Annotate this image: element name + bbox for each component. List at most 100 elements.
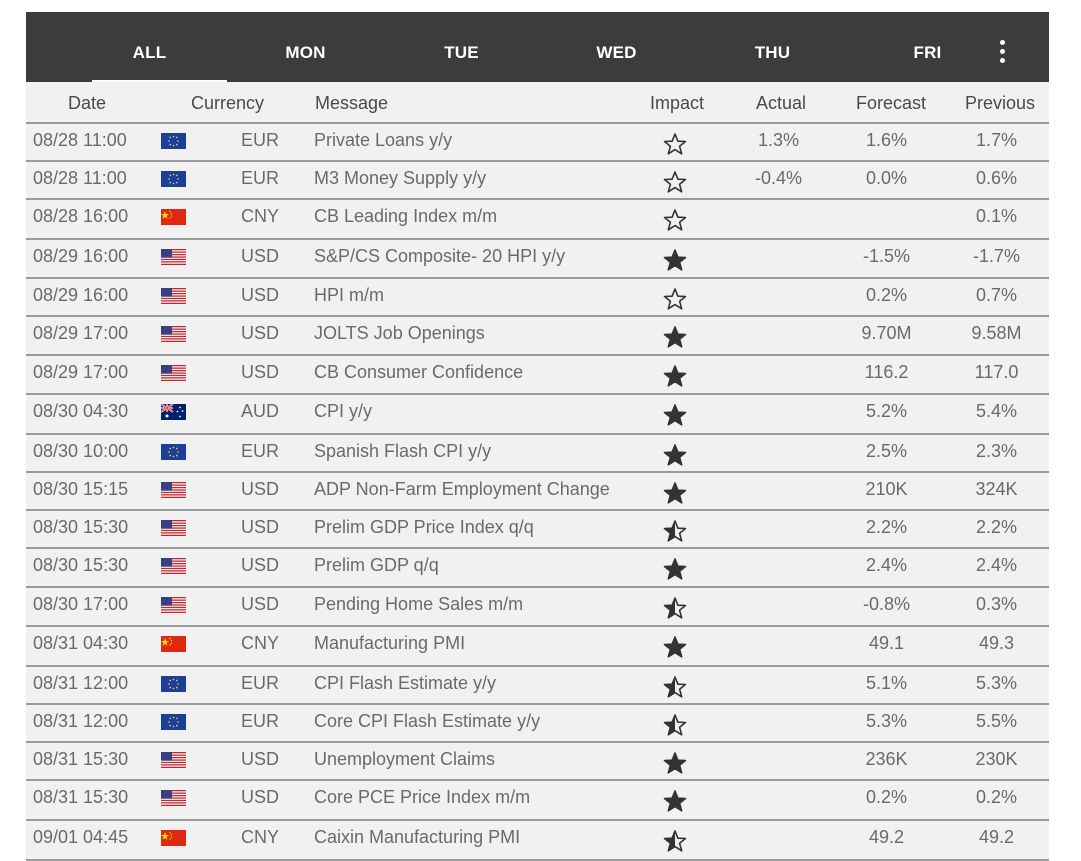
cn-flag-icon [161, 636, 186, 652]
event-row[interactable]: 08/31 12:00 EUR Core CPI Flash Estimate y/… [26, 705, 1049, 743]
eu-flag-icon [161, 171, 186, 187]
tab-mon[interactable]: MON [285, 43, 326, 62]
us-flag-icon [161, 790, 186, 806]
event-previous: 230K [975, 749, 1018, 769]
event-message: Caixin Manufacturing PMI [314, 827, 521, 847]
impact-low-star-icon [662, 208, 688, 234]
impact-high-star-icon [662, 481, 688, 507]
event-row[interactable]: 08/30 15:30 USD Prelim GDP q/q 2.4% 2.4% [26, 549, 1049, 588]
tab-thu[interactable]: THU [754, 43, 791, 62]
impact-high-star-icon [662, 751, 688, 777]
eu-flag-icon [161, 133, 186, 149]
event-row[interactable]: 08/30 04:30 AUD CPI y/y 5.2% 5.4% [26, 395, 1049, 435]
event-row[interactable]: 08/31 15:30 USD Unemployment Claims 236K 230… [26, 743, 1049, 781]
event-date: 08/31 12:00 [33, 673, 129, 693]
impact-medium-star-icon [662, 596, 688, 622]
event-date: 08/30 15:15 [33, 479, 129, 499]
header-date[interactable]: Date [68, 93, 107, 113]
event-date: 08/31 04:30 [33, 633, 129, 653]
event-currency: USD [240, 285, 279, 305]
event-message: CB Leading Index m/m [314, 206, 498, 226]
eu-flag-icon [161, 444, 186, 460]
event-forecast: 2.4% [865, 555, 908, 575]
tab-wed[interactable]: WED [596, 43, 637, 62]
header-currency[interactable]: Currency [191, 93, 265, 113]
cn-flag-icon [161, 830, 186, 846]
event-currency: USD [240, 479, 279, 499]
event-previous: 0.3% [975, 594, 1018, 614]
event-previous: 0.2% [975, 787, 1018, 807]
impact-high-star-icon [662, 789, 688, 815]
event-message: Unemployment Claims [314, 749, 496, 769]
event-currency: EUR [240, 130, 279, 150]
event-row[interactable]: 08/28 16:00 CNY CB Leading Index m/m 0.1% [26, 200, 1049, 240]
event-row[interactable]: 08/29 17:00 USD CB Consumer Confidence 116.… [26, 356, 1049, 395]
event-currency: EUR [240, 441, 279, 461]
header-previous[interactable]: Previous [965, 93, 1036, 113]
event-currency: CNY [240, 633, 279, 653]
event-message: Prelim GDP Price Index q/q [314, 517, 534, 537]
event-previous: 0.7% [975, 285, 1018, 305]
tab-tue[interactable]: TUE [444, 43, 479, 62]
event-message: CB Consumer Confidence [314, 362, 524, 382]
event-date: 08/29 16:00 [33, 285, 129, 305]
header-forecast[interactable]: Forecast [856, 93, 927, 113]
event-message: CPI Flash Estimate y/y [314, 673, 497, 693]
au-flag-icon [161, 404, 186, 420]
event-currency: USD [240, 517, 279, 537]
event-currency: CNY [240, 827, 279, 847]
event-currency: USD [240, 323, 279, 343]
event-forecast: 9.70M [861, 323, 912, 343]
event-previous: 2.2% [975, 517, 1018, 537]
impact-medium-star-icon [662, 519, 688, 545]
eu-flag-icon [161, 676, 186, 692]
impact-medium-star-icon [662, 675, 688, 701]
event-forecast: 5.3% [865, 711, 908, 731]
event-row[interactable]: 08/29 17:00 USD JOLTS Job Openings 9.70M 9.5… [26, 317, 1049, 356]
us-flag-icon [161, 365, 186, 381]
event-currency: USD [240, 749, 279, 769]
header-actual[interactable]: Actual [756, 93, 807, 113]
event-row[interactable]: 08/31 04:30 CNY Manufacturing PMI 49.1 49.3 [26, 627, 1049, 667]
event-previous: 49.2 [978, 827, 1015, 847]
event-message: M3 Money Supply y/y [314, 168, 487, 188]
tab-all[interactable]: ALL [72, 12, 227, 82]
event-date: 08/28 11:00 [33, 130, 127, 150]
economic-calendar: ALL MON TUE WED THU FRI Date Currency Me… [26, 12, 1049, 861]
event-forecast: 236K [865, 749, 908, 769]
event-currency: USD [240, 555, 279, 575]
event-date: 08/30 10:00 [33, 441, 129, 461]
us-flag-icon [161, 752, 186, 768]
event-row[interactable]: 08/30 15:30 USD Prelim GDP Price Index q/q… [26, 511, 1049, 549]
event-message: S&P/CS Composite- 20 HPI y/y [314, 246, 566, 266]
event-previous: 5.4% [975, 401, 1018, 421]
event-previous: 9.58M [971, 323, 1022, 343]
event-row[interactable]: 08/31 12:00 EUR CPI Flash Estimate y/y 5.1%… [26, 667, 1049, 705]
header-message[interactable]: Message [315, 93, 389, 113]
event-row[interactable]: 08/30 15:15 USD ADP Non-Farm Employment Ch… [26, 473, 1049, 511]
event-row[interactable]: 09/01 04:45 CNY Caixin Manufacturing PMI 49… [26, 821, 1049, 861]
event-row[interactable]: 08/28 11:00 EUR M3 Money Supply y/y -0.4% 0.… [26, 162, 1049, 200]
us-flag-icon [161, 520, 186, 536]
event-row[interactable]: 08/30 17:00 USD Pending Home Sales m/m -0.8… [26, 588, 1049, 627]
event-actual: 1.3% [757, 130, 800, 150]
event-message: HPI m/m [314, 285, 384, 305]
event-row[interactable]: 08/31 15:30 USD Core PCE Price Index m/m 0.… [26, 781, 1049, 821]
event-date: 08/28 16:00 [33, 206, 129, 226]
header-impact[interactable]: Impact [650, 93, 705, 113]
impact-medium-star-icon [662, 713, 688, 739]
event-currency: AUD [240, 401, 279, 421]
event-date: 08/30 15:30 [33, 517, 129, 537]
event-forecast: 2.2% [865, 517, 908, 537]
event-row[interactable]: 08/30 10:00 EUR Spanish Flash CPI y/y 2.5% 2… [26, 435, 1049, 473]
event-row[interactable]: 08/29 16:00 USD S&P/CS Composite- 20 HPI y… [26, 240, 1049, 279]
event-currency: USD [240, 362, 279, 382]
more-vertical-icon[interactable] [988, 38, 1018, 68]
event-message: CPI y/y [314, 401, 373, 421]
event-forecast: -1.5% [862, 246, 911, 266]
impact-medium-star-icon [662, 829, 688, 855]
tab-fri[interactable]: FRI [913, 43, 942, 62]
event-row[interactable]: 08/28 11:00 EUR Private Loans y/y 1.3% 1.6% 1… [26, 124, 1049, 162]
impact-high-star-icon [662, 403, 688, 429]
event-row[interactable]: 08/29 16:00 USD HPI m/m 0.2% 0.7% [26, 279, 1049, 317]
